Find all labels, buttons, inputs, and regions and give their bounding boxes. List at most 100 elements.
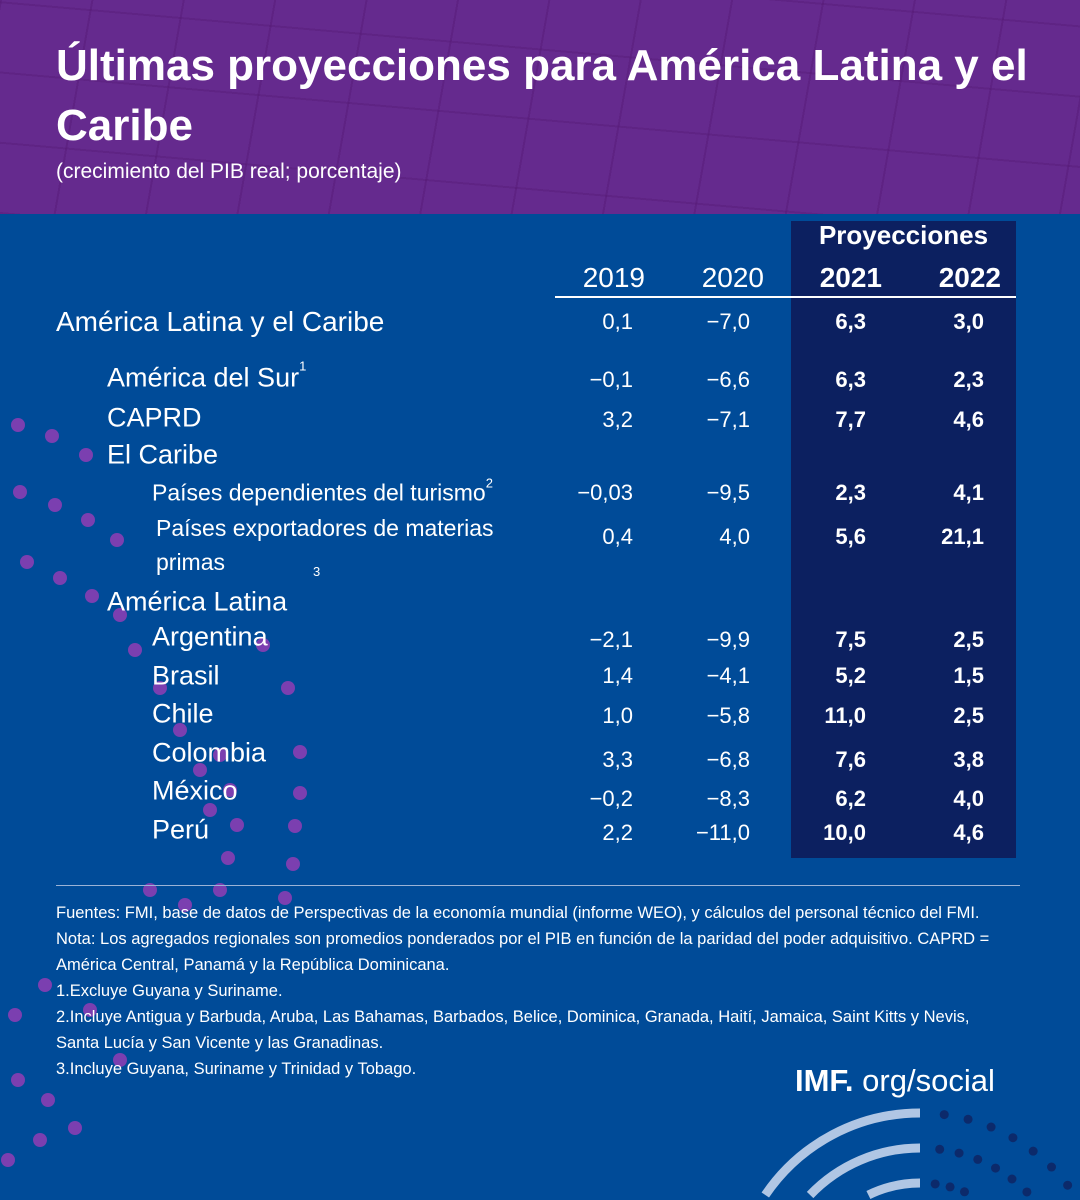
column-header-2021: 2021	[819, 262, 882, 293]
footer-divider	[56, 885, 1020, 886]
table-cell-2020: −6,8	[706, 747, 750, 772]
row-label-text: Argentina	[152, 621, 268, 652]
table-cell-2022: 21,1	[941, 524, 984, 549]
dot	[79, 448, 93, 462]
table-cell-2022: 2,3	[953, 367, 984, 392]
row-label-text: Países dependientes del turismo	[152, 479, 486, 506]
dot	[33, 1133, 47, 1147]
page-subtitle: (crecimiento del PIB real; porcentaje)	[56, 160, 402, 183]
footnote-marker: 3	[313, 564, 321, 579]
table-cell-2020: −5,8	[706, 703, 750, 728]
table-cell-2019: 3,2	[602, 407, 633, 432]
table-cell-2021: 10,0	[823, 820, 866, 845]
table-cell-2022: 4,1	[953, 480, 984, 505]
row-label-text: Países exportadores de materias primas	[156, 515, 494, 575]
note-2: 2.Incluye Antigua y Barbuda, Aruba, Las …	[56, 1008, 970, 1052]
table-cell-2019: 1,4	[602, 663, 633, 688]
row-label-text: Colombia	[152, 737, 267, 768]
row-label: CAPRD	[107, 403, 202, 434]
dot	[8, 1008, 22, 1022]
dot	[53, 571, 67, 585]
table-cell-2021: 6,3	[835, 367, 866, 392]
row-label: Colombia	[152, 738, 266, 769]
dot	[110, 533, 124, 547]
row-label: América del Sur1	[107, 359, 306, 394]
dot	[1007, 1174, 1017, 1184]
dot	[286, 857, 300, 871]
imf-logo-text: IMF.	[795, 1063, 854, 1098]
page-title: Últimas proyecciones para América Latina…	[56, 41, 1028, 150]
table-cell-2020: −9,9	[706, 627, 750, 652]
dot	[1008, 1133, 1018, 1143]
row-label-text: México	[152, 775, 238, 806]
dot	[954, 1148, 964, 1158]
table-cell-2021: 7,6	[835, 747, 866, 772]
dot	[963, 1114, 973, 1124]
dot	[11, 1073, 25, 1087]
row-label: Chile	[152, 699, 214, 730]
row-label: Brasil	[152, 661, 220, 692]
dot	[1028, 1146, 1038, 1156]
table-cell-2019: 3,3	[602, 747, 633, 772]
dot	[959, 1187, 969, 1197]
table-cell-2022: 4,6	[953, 407, 984, 432]
note-1: 1.Excluye Guyana y Suriname.	[56, 982, 283, 1000]
row-label-text: Brasil	[152, 660, 220, 691]
table-cell-2019: 0,4	[602, 524, 633, 549]
dot	[281, 681, 295, 695]
imf-social-link[interactable]: IMF. org/social	[795, 1063, 995, 1099]
table-cell-2020: 4,0	[719, 524, 750, 549]
header-banner: Últimas proyecciones para América Latina…	[0, 0, 1080, 214]
logo-arc	[806, 1143, 921, 1199]
table-cell-2022: 3,8	[953, 747, 984, 772]
table-cell-2020: −6,6	[706, 367, 750, 392]
dot	[986, 1122, 996, 1132]
dot	[68, 1121, 82, 1135]
header-divider	[555, 296, 1016, 298]
table-cell-2022: 4,0	[953, 786, 984, 811]
brand-url: org/social	[853, 1063, 995, 1098]
dot	[20, 555, 34, 569]
row-label: Países exportadores de materias primas 3	[156, 511, 536, 579]
row-label: América Latina y el Caribe	[56, 306, 384, 338]
table-cell-2021: 5,6	[835, 524, 866, 549]
projections-highlight	[791, 221, 1016, 858]
table-cell-2021: 6,3	[835, 309, 866, 334]
dot	[973, 1154, 983, 1164]
column-header-2020: 2020	[701, 262, 764, 293]
dot	[935, 1144, 945, 1154]
table-cell-2019: −0,1	[589, 367, 633, 392]
table-cell-2022: 2,5	[953, 627, 984, 652]
row-label-text: Perú	[152, 814, 210, 845]
dot	[45, 429, 59, 443]
table-cell-2022: 3,0	[953, 309, 984, 334]
table-cell-2020: −7,0	[706, 309, 750, 334]
table-cell-2021: 6,2	[835, 786, 866, 811]
note-sources: Fuentes: FMI, base de datos de Perspecti…	[56, 904, 980, 922]
dot	[991, 1163, 1001, 1173]
table-cell-2019: −2,1	[589, 627, 633, 652]
dot	[221, 851, 235, 865]
row-label-text: América del Sur	[107, 362, 300, 393]
dot	[293, 786, 307, 800]
dot	[128, 643, 142, 657]
table-cell-2020: −9,5	[706, 480, 750, 505]
table-cell-2021: 7,5	[835, 627, 866, 652]
dot	[85, 589, 99, 603]
table-cell-2020: −7,1	[706, 407, 750, 432]
footnote-marker: 2	[485, 475, 493, 491]
dot	[81, 513, 95, 527]
dot	[945, 1182, 955, 1192]
footnote-marker: 1	[299, 358, 307, 374]
dot	[41, 1093, 55, 1107]
row-label-text: América Latina y el Caribe	[56, 306, 385, 337]
row-label: México	[152, 776, 238, 807]
table-cell-2021: 5,2	[835, 663, 866, 688]
row-label: El Caribe	[107, 440, 218, 471]
dot	[293, 745, 307, 759]
row-label-text: América Latina	[107, 586, 288, 617]
row-label: Países dependientes del turismo2	[152, 476, 493, 507]
table-cell-2021: 7,7	[835, 407, 866, 432]
table-cell-2020: −8,3	[706, 786, 750, 811]
dot	[288, 819, 302, 833]
